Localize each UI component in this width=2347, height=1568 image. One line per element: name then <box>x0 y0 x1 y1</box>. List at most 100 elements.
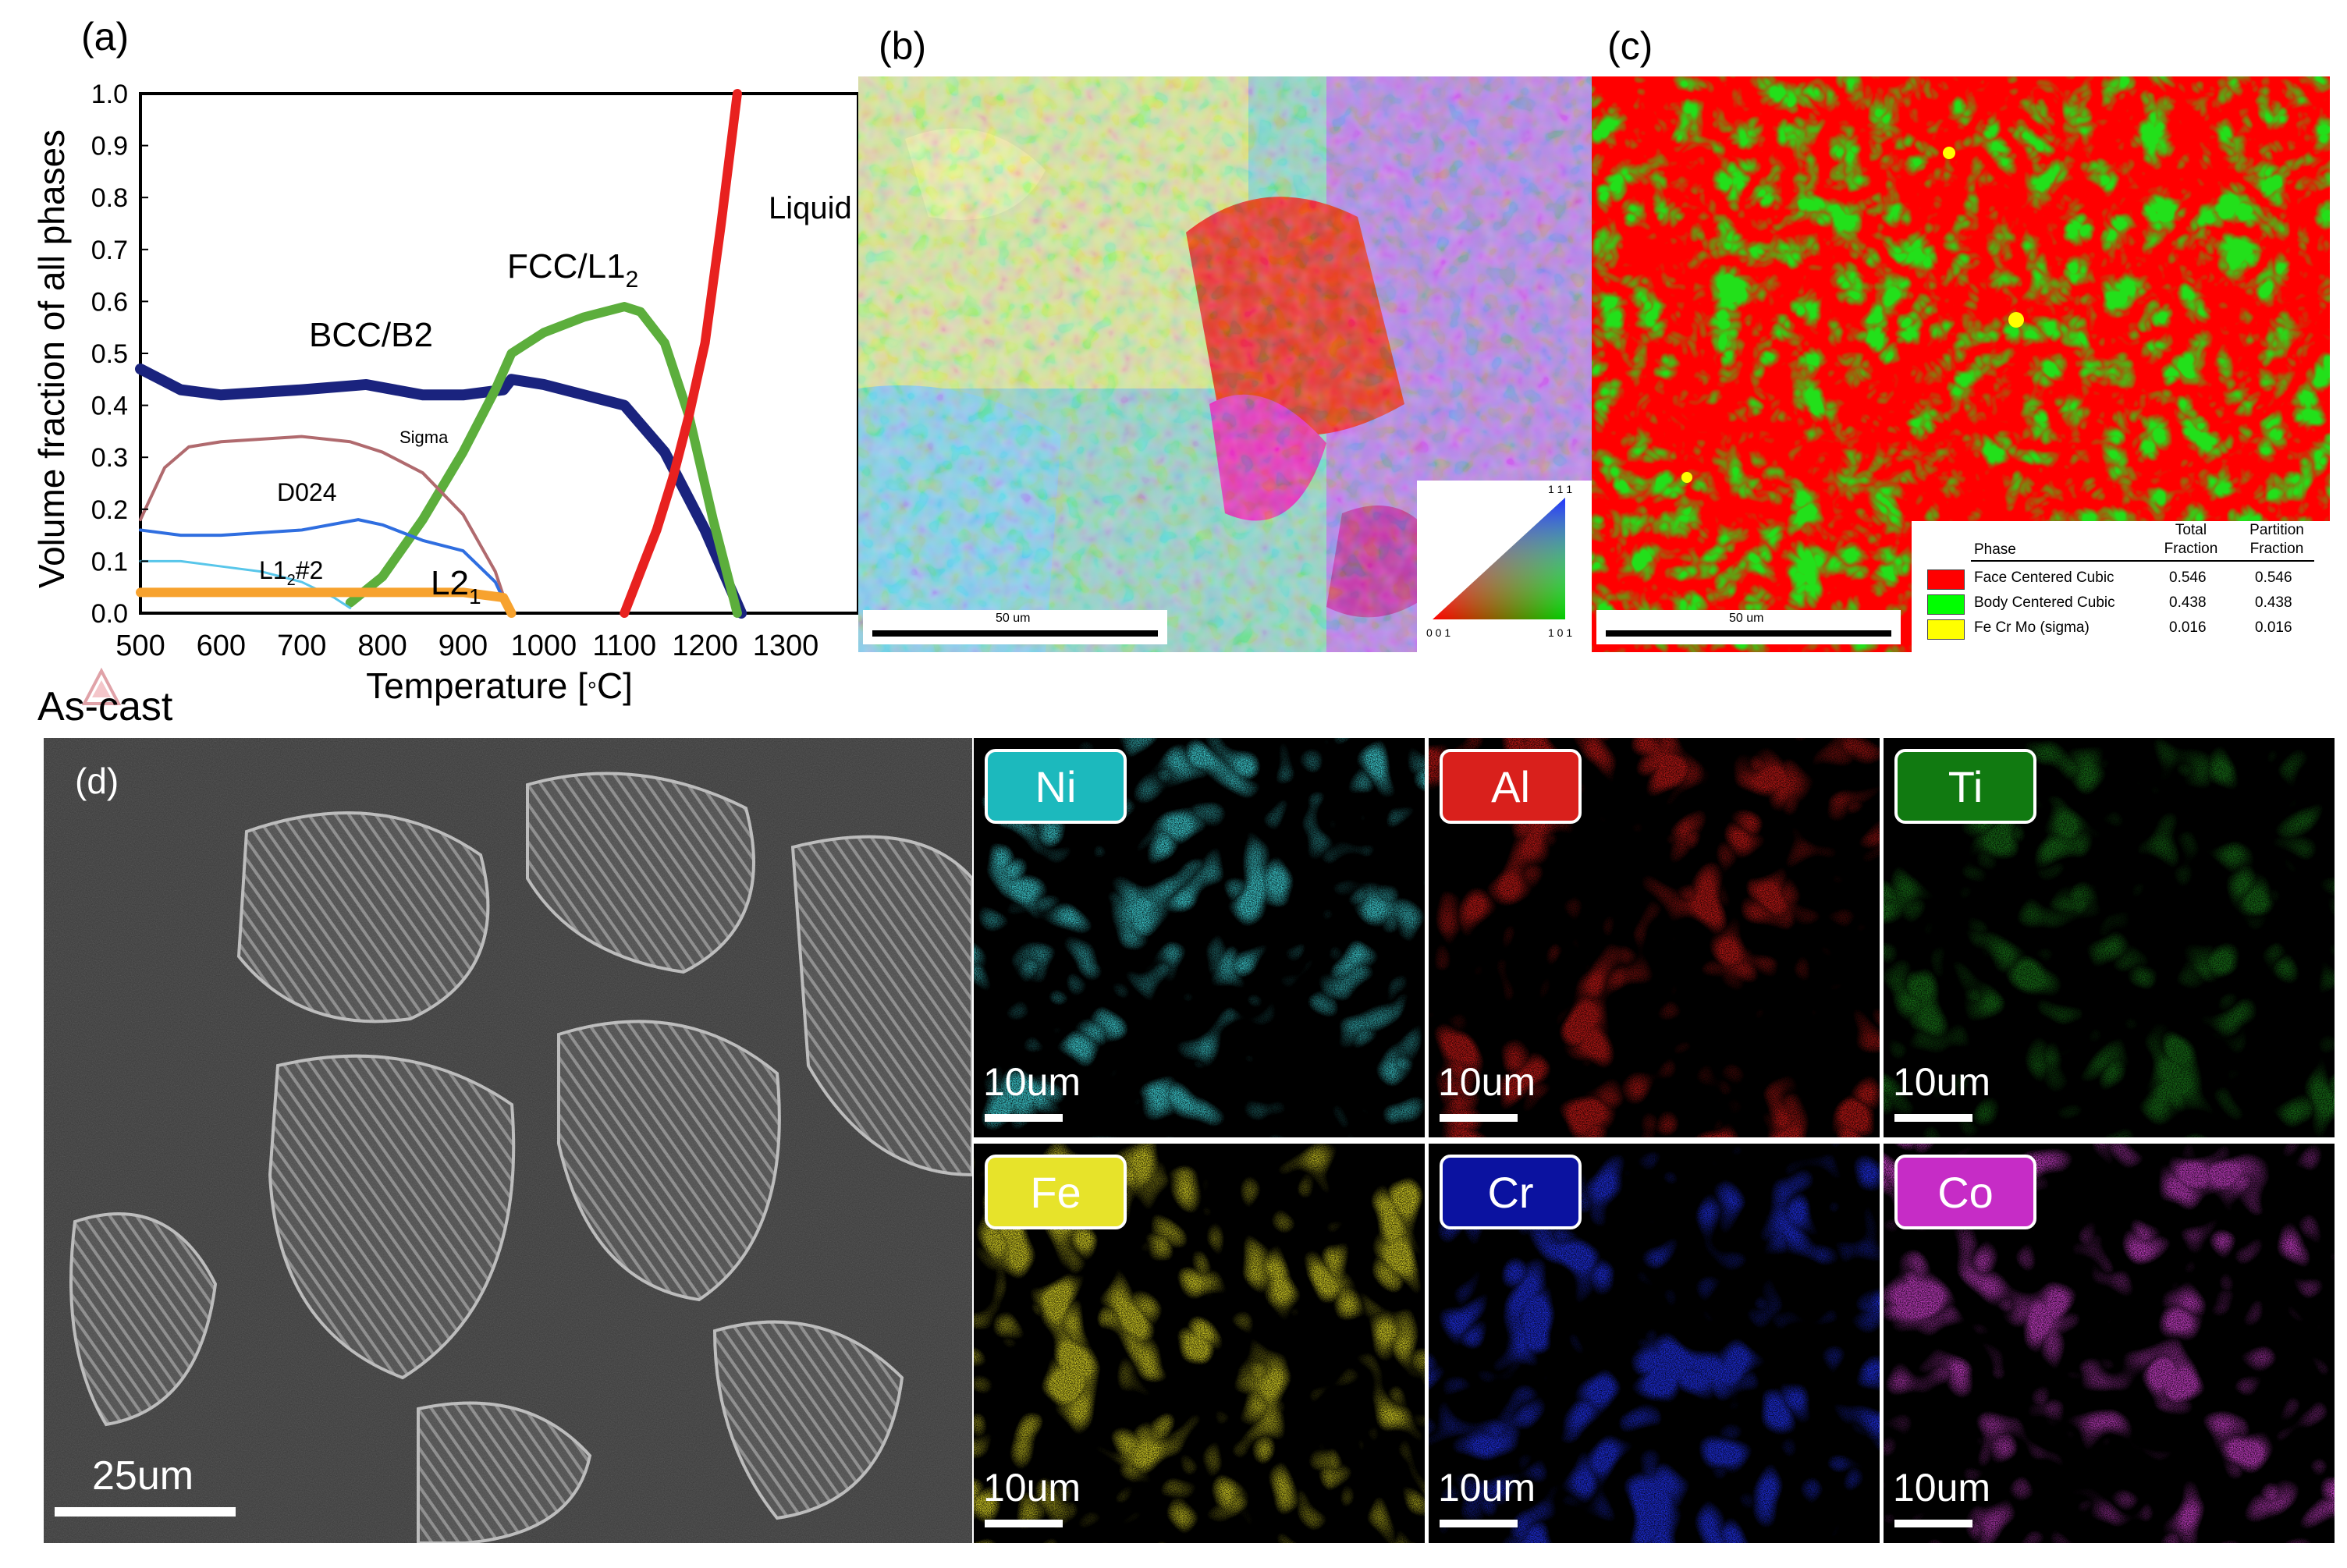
eds-map-ni: Ni 10um <box>974 738 1425 1137</box>
eds-scale-bar <box>1440 1114 1518 1122</box>
eds-scale-text: 10um <box>1438 1466 1536 1509</box>
y-tick-label: 0.1 <box>91 547 128 576</box>
eds-scale-bar <box>1894 1520 1972 1527</box>
ipf-label-101: 1 0 1 <box>1548 626 1572 639</box>
y-tick-label: 1.0 <box>91 80 128 109</box>
eds-scale-text: 10um <box>1438 1060 1536 1104</box>
eds-map-fe: Fe 10um <box>974 1144 1425 1543</box>
element-badge: Fe <box>985 1155 1127 1229</box>
eds-scale-text: 10um <box>1893 1466 1991 1509</box>
y-tick-label: 0.3 <box>91 443 128 473</box>
legend-col-phase: Phase <box>1974 541 2016 558</box>
eds-scale-text: 10um <box>1893 1060 1991 1104</box>
legend-phase-name: Fe Cr Mo (sigma) <box>1974 619 2090 636</box>
eds-map-cr: Cr 10um <box>1429 1144 1880 1543</box>
legend-total-fraction: 0.546 <box>2169 569 2207 586</box>
legend-total-fraction: 0.438 <box>2169 594 2207 611</box>
sem-micrograph: (d) 25um <box>44 738 972 1543</box>
y-tick-label: 0.7 <box>91 236 128 265</box>
element-badge: Al <box>1440 749 1582 824</box>
y-tick-label: 0.2 <box>91 495 128 525</box>
series-line-d024 <box>139 518 510 610</box>
phase-map: Total Fraction Partition Fraction Phase Fa… <box>1592 76 2330 652</box>
x-axis-label: Temperature [°C] <box>366 665 633 706</box>
liquid-label: Liquid <box>769 191 852 225</box>
legend-col-total: Total Fraction <box>2164 522 2218 557</box>
x-tick-label: 1100 <box>592 630 656 662</box>
panel-b-label: (b) <box>879 24 927 68</box>
legend-col-partition: Partition Fraction <box>2249 522 2304 557</box>
y-axis-label: Volume fraction of all phases <box>31 129 72 588</box>
y-tick-label: 0.8 <box>91 183 128 213</box>
y-tick-label: 0.6 <box>91 287 128 317</box>
d024-label: D024 <box>277 478 337 506</box>
fcc-label: FCC/L12 <box>507 247 638 293</box>
ipf-label-001: 0 0 1 <box>1426 626 1450 639</box>
y-tick-label: 0.9 <box>91 132 128 161</box>
ipf-scale-text: 50 um <box>996 612 1031 625</box>
eds-scale-bar <box>985 1520 1063 1527</box>
bcc-label: BCC/B2 <box>309 316 433 354</box>
sigma-label: Sigma <box>399 427 449 447</box>
eds-scale-text: 10um <box>983 1466 1081 1509</box>
legend-partition-fraction: 0.546 <box>2255 569 2292 586</box>
series-line-l2- <box>136 587 517 618</box>
element-badge: Ti <box>1894 749 2036 824</box>
legend-swatch <box>1927 619 1965 640</box>
y-tick-label: 0.4 <box>91 392 128 421</box>
sem-scale-text: 25um <box>92 1453 194 1499</box>
l21-label: L21 <box>431 564 481 608</box>
as-cast-heading: As-cast <box>37 684 173 729</box>
eds-scale-bar <box>1894 1114 1972 1122</box>
legend-phase-name: Body Centered Cubic <box>1974 594 2115 611</box>
phase-fraction-chart: 500 600 700 800 900 1000 1100 1200 1300 0.0 0.1 0.2… <box>31 80 860 706</box>
legend-partition-fraction: 0.438 <box>2255 594 2292 611</box>
eds-map-co: Co 10um <box>1884 1144 2335 1543</box>
x-tick-label: 1300 <box>753 630 819 662</box>
y-tick-label: 0.0 <box>91 599 128 629</box>
panel-c-label: (c) <box>1607 24 1653 68</box>
eds-scale-bar <box>1440 1520 1518 1527</box>
legend-swatch <box>1927 594 1965 615</box>
phase-scale-bar <box>1606 630 1891 637</box>
x-tick-label: 700 <box>277 630 326 662</box>
series-line-bcc-b2 <box>135 363 747 619</box>
legend-partition-fraction: 0.016 <box>2255 619 2292 636</box>
ipf-orientation-map: 1 1 1 0 0 1 1 0 1 50 um <box>858 76 1592 652</box>
eds-scale-bar <box>985 1114 1063 1122</box>
plot-frame <box>139 92 860 615</box>
x-tick-label: 500 <box>115 630 165 662</box>
ipf-color-key: 1 1 1 0 0 1 1 0 1 <box>1417 481 1592 652</box>
element-badge: Co <box>1894 1155 2036 1229</box>
phase-scale-text: 50 um <box>1729 612 1764 625</box>
ipf-scale-bar <box>872 630 1158 637</box>
x-tick-label: 900 <box>439 630 488 662</box>
series-line-l1-2 <box>139 559 352 609</box>
element-badge: Cr <box>1440 1155 1582 1229</box>
legend-swatch <box>1927 569 1965 590</box>
x-tick-label: 1000 <box>511 630 577 662</box>
series-line-fcc-l1- <box>345 302 742 618</box>
series-line-sigma <box>139 435 510 610</box>
y-tick-label: 0.5 <box>91 339 128 369</box>
software-logo-icon <box>81 667 122 705</box>
l12-label: L12#2 <box>259 556 323 589</box>
sem-scale-bar <box>55 1507 236 1517</box>
eds-map-ti: Ti 10um <box>1884 738 2335 1137</box>
eds-scale-text: 10um <box>983 1060 1081 1104</box>
series-line-liquid <box>620 89 742 618</box>
legend-total-fraction: 0.016 <box>2169 619 2207 636</box>
ipf-label-111: 1 1 1 <box>1548 483 1572 495</box>
panel-d-label: (d) <box>75 761 119 801</box>
x-tick-label: 600 <box>197 630 246 662</box>
ipf-scale-box: 50 um <box>863 610 1167 644</box>
panel-a-label: (a) <box>81 15 130 59</box>
phase-legend: Total Fraction Partition Fraction Phase Fa… <box>1912 521 2330 652</box>
legend-phase-name: Face Centered Cubic <box>1974 569 2114 586</box>
x-tick-label: 800 <box>357 630 407 662</box>
element-badge: Ni <box>985 749 1127 824</box>
eds-map-al: Al 10um <box>1429 738 1880 1137</box>
phase-scale-box: 50 um <box>1596 610 1901 644</box>
x-tick-label: 1200 <box>672 630 738 662</box>
eds-map-grid: Ni 10um Al 10um <box>974 738 2335 1543</box>
